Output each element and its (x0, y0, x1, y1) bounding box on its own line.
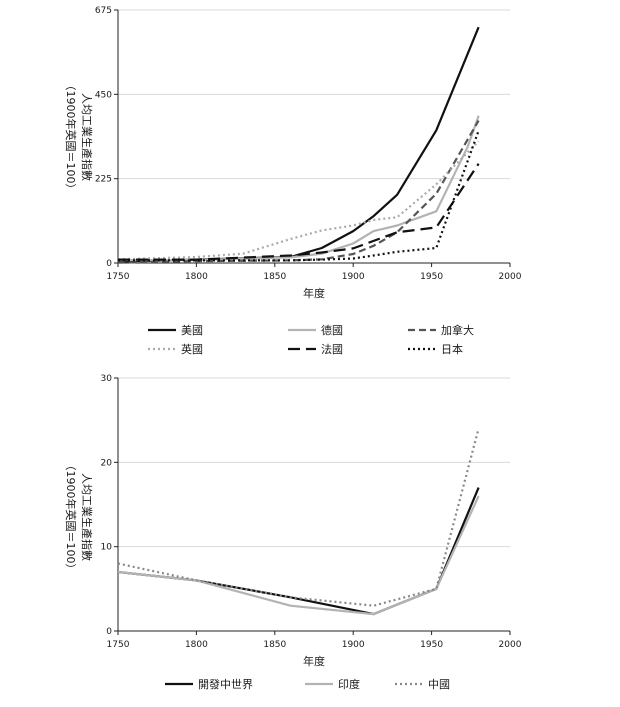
legend-item: 加拿大 (408, 323, 474, 337)
y-axis-label-note: （1900年英國＝100） (64, 80, 78, 195)
y-tick-label: 225 (95, 175, 112, 185)
x-tick-label: 1850 (263, 272, 286, 282)
x-tick-label: 2000 (499, 640, 522, 650)
series-line-3 (117, 428, 480, 607)
series-line-1 (117, 487, 480, 616)
x-tick-label: 1950 (420, 272, 443, 282)
legend-item: 中國 (395, 678, 450, 691)
y-axis-label-main: 人均工業生產指數 (80, 473, 94, 561)
y-tick-label: 675 (95, 6, 112, 16)
legend-item: 開發中世界 (165, 677, 253, 691)
x-tick-label: 1950 (420, 640, 443, 650)
x-tick-label: 1900 (342, 640, 365, 650)
legend-label: 美國 (181, 324, 203, 337)
legend-item: 美國 (148, 324, 203, 337)
x-tick-label: 1800 (185, 640, 208, 650)
series-line-5 (118, 163, 480, 261)
legend-item: 英國 (148, 342, 203, 356)
y-tick-label: 0 (106, 627, 112, 637)
series-line-4 (117, 140, 480, 261)
y-tick-label: 20 (101, 458, 113, 468)
x-axis-label: 年度 (303, 654, 325, 668)
legend-label: 開發中世界 (198, 677, 253, 691)
legend-label: 加拿大 (441, 323, 474, 337)
legend: 開發中世界 印度 中國 (165, 677, 450, 691)
series-line-2 (117, 495, 480, 616)
legend-item: 德國 (288, 323, 343, 337)
legend-label: 中國 (428, 678, 450, 691)
legend-item: 日本 (408, 342, 463, 356)
series-line-6 (118, 130, 480, 262)
x-tick-label: 1900 (342, 272, 365, 282)
x-tick-label: 1850 (263, 640, 286, 650)
legend-item: 印度 (305, 677, 360, 691)
y-tick-label: 10 (101, 543, 113, 553)
y-axis-label: 人均工業生產指數（1900年英國＝100） (64, 80, 94, 195)
y-axis-label-note: （1900年英國＝100） (64, 460, 78, 575)
series-line-2 (118, 115, 480, 262)
y-tick-label: 30 (101, 374, 113, 384)
y-axis-label: 人均工業生產指數（1900年英國＝100） (64, 460, 94, 575)
series-line-1 (117, 26, 480, 263)
legend-label: 德國 (321, 323, 343, 337)
legend-label: 法國 (321, 342, 343, 356)
legend-label: 日本 (441, 342, 463, 356)
x-axis-label: 年度 (303, 286, 325, 300)
legend-label: 印度 (338, 677, 360, 691)
series-line-3 (117, 120, 480, 264)
x-tick-label: 1750 (107, 640, 130, 650)
y-axis-label-main: 人均工業生產指數 (80, 93, 94, 181)
legend-label: 英國 (181, 342, 203, 356)
x-tick-label: 1750 (107, 272, 130, 282)
chart-1: 0 225 450 675 1750 1800 1850 1900 1950 2000 年度 人均工業… (64, 6, 522, 356)
legend-item: 法國 (288, 342, 343, 356)
y-tick-label: 0 (106, 259, 112, 269)
y-tick-label: 450 (95, 90, 112, 100)
x-tick-label: 1800 (185, 272, 208, 282)
x-tick-label: 2000 (499, 272, 522, 282)
chart-2: 0 10 20 30 1750 1800 1850 1900 1950 2000 年度 人均工業生產指… (64, 374, 522, 691)
